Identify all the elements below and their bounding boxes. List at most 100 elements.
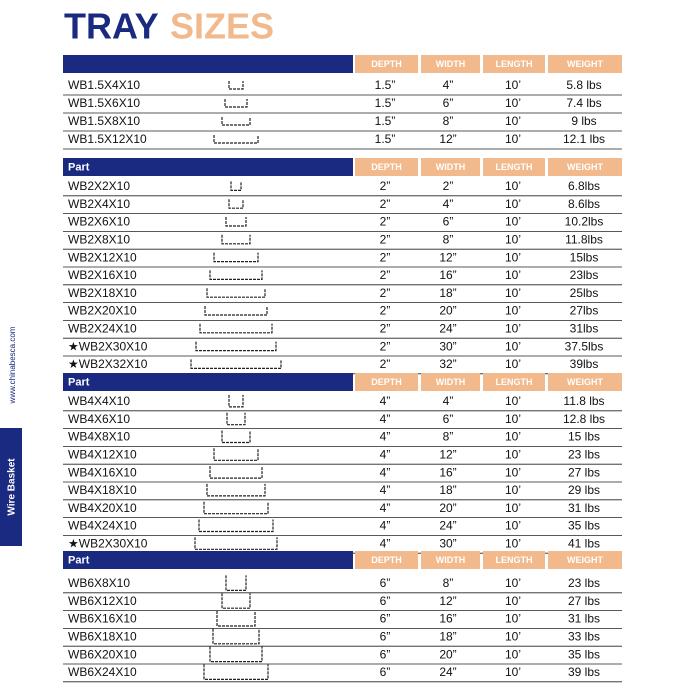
cell-value: 4” bbox=[380, 536, 391, 550]
tray-icon bbox=[228, 394, 244, 408]
cell-value: 11.8 lbs bbox=[563, 394, 604, 408]
side-tab bbox=[0, 428, 22, 546]
part-label: Part bbox=[68, 161, 90, 173]
cell-value: 15lbs bbox=[570, 250, 599, 264]
header-bar bbox=[63, 373, 353, 391]
cell-value: 10’ bbox=[505, 430, 521, 444]
cell-value: 4” bbox=[443, 197, 454, 211]
part-label: Part bbox=[68, 554, 90, 566]
cell-value: 4” bbox=[380, 483, 391, 497]
cell-value: 2” bbox=[380, 179, 391, 193]
cell-value: 39lbs bbox=[570, 357, 599, 371]
cell-value: 20” bbox=[439, 501, 456, 515]
cell-value: 2” bbox=[380, 339, 391, 353]
cell-value: 16” bbox=[439, 465, 456, 479]
cell-value: 10’ bbox=[505, 394, 521, 408]
cell-value: 2” bbox=[380, 250, 391, 264]
column-header: WEIGHT bbox=[567, 377, 603, 387]
cell-value: 31 lbs bbox=[568, 612, 600, 626]
cell-value: 30” bbox=[439, 339, 456, 353]
cell-value: 10’ bbox=[505, 647, 521, 661]
header-cell bbox=[355, 373, 418, 391]
cell-value: 10’ bbox=[505, 357, 521, 371]
column-header: DEPTH bbox=[371, 555, 402, 565]
cell-value: 6” bbox=[380, 576, 391, 590]
part-number: ★WB2X30X10 bbox=[68, 339, 148, 353]
cell-value: 2” bbox=[380, 232, 391, 246]
cell-value: 10’ bbox=[505, 519, 521, 533]
header-cell bbox=[483, 158, 545, 176]
cell-value: 6” bbox=[380, 629, 391, 643]
part-number: WB1.5X6X10 bbox=[68, 96, 140, 110]
header-cell bbox=[483, 551, 545, 569]
tray-icon bbox=[213, 448, 259, 461]
tray-icon bbox=[209, 646, 263, 663]
tray-icon bbox=[195, 341, 277, 352]
cell-value: 16” bbox=[439, 612, 456, 626]
cell-value: 4” bbox=[380, 465, 391, 479]
cell-value: 4” bbox=[380, 430, 391, 444]
cell-value: 25lbs bbox=[570, 286, 599, 300]
part-number: WB2X6X10 bbox=[68, 215, 130, 229]
cell-value: 10’ bbox=[505, 629, 521, 643]
part-label: Part bbox=[68, 376, 90, 388]
part-number: WB2X8X10 bbox=[68, 232, 130, 246]
cell-value: 18” bbox=[439, 286, 456, 300]
cell-value: 12.8 lbs bbox=[563, 412, 605, 426]
cell-value: 9 lbs bbox=[571, 114, 596, 128]
cell-value: 7.4 lbs bbox=[566, 96, 601, 110]
part-number: WB2X12X10 bbox=[68, 250, 137, 264]
cell-value: 10’ bbox=[505, 339, 521, 353]
column-header: LENGTH bbox=[496, 59, 533, 69]
cell-value: 2” bbox=[380, 321, 391, 335]
cell-value: 10’ bbox=[505, 321, 521, 335]
part-number: WB2X18X10 bbox=[68, 286, 137, 300]
cell-value: 10’ bbox=[505, 501, 521, 515]
cell-value: 10’ bbox=[505, 665, 521, 679]
cell-value: 11.8lbs bbox=[565, 232, 603, 246]
column-header: WEIGHT bbox=[567, 59, 603, 69]
header-cell bbox=[483, 373, 545, 391]
header-cell bbox=[548, 55, 622, 73]
part-number: WB4X12X10 bbox=[68, 447, 137, 461]
header-bar bbox=[63, 158, 353, 176]
cell-value: 10’ bbox=[505, 96, 521, 110]
tray-icon bbox=[199, 323, 273, 334]
tray-icon bbox=[213, 135, 259, 144]
cell-value: 23 lbs bbox=[568, 447, 600, 461]
cell-value: 29 lbs bbox=[568, 483, 600, 497]
cell-value: 2” bbox=[380, 268, 391, 282]
cell-value: 8” bbox=[443, 576, 454, 590]
part-number: WB4X6X10 bbox=[68, 412, 130, 426]
tray-icon bbox=[228, 199, 244, 209]
cell-value: 10’ bbox=[505, 179, 521, 193]
title-sizes: SIZES bbox=[170, 6, 274, 47]
cell-value: 27 lbs bbox=[568, 465, 600, 479]
header-cell bbox=[548, 373, 622, 391]
cell-value: 2” bbox=[380, 357, 391, 371]
cell-value: 37.5lbs bbox=[565, 339, 604, 353]
tray-icon bbox=[225, 575, 247, 591]
cell-value: 6.8lbs bbox=[568, 179, 600, 193]
cell-value: 16” bbox=[439, 268, 456, 282]
tray-icon bbox=[213, 252, 259, 263]
cell-value: 12” bbox=[439, 132, 456, 146]
cell-value: 2” bbox=[380, 197, 391, 211]
column-header: WEIGHT bbox=[567, 162, 603, 172]
cell-value: 8” bbox=[443, 430, 454, 444]
cell-value: 24” bbox=[439, 321, 456, 335]
tray-icon bbox=[226, 412, 246, 426]
header-bar bbox=[63, 551, 353, 569]
column-header: DEPTH bbox=[371, 162, 402, 172]
part-number: WB2X16X10 bbox=[68, 268, 137, 282]
part-number: WB4X4X10 bbox=[68, 394, 130, 408]
cell-value: 33 lbs bbox=[568, 629, 600, 643]
column-header: WIDTH bbox=[436, 162, 466, 172]
cell-value: 32” bbox=[439, 357, 456, 371]
cell-value: 4” bbox=[380, 394, 391, 408]
cell-value: 20” bbox=[439, 304, 456, 318]
cell-value: 6” bbox=[443, 96, 454, 110]
column-header: WIDTH bbox=[436, 377, 466, 387]
column-header: LENGTH bbox=[496, 377, 533, 387]
cell-value: 6” bbox=[380, 665, 391, 679]
